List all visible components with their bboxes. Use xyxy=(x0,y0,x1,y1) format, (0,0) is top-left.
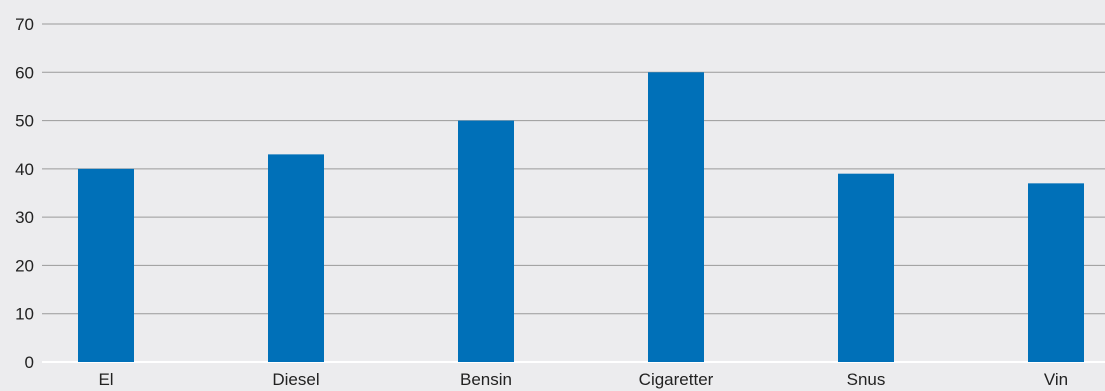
y-tick-label: 20 xyxy=(15,256,34,275)
y-tick-label: 50 xyxy=(15,112,34,131)
y-tick-label: 70 xyxy=(15,15,34,34)
bar-cigaretter xyxy=(648,72,704,363)
bar-bensin xyxy=(458,120,514,362)
x-category-label: Diesel xyxy=(272,370,319,389)
x-category-label: Snus xyxy=(847,370,886,389)
y-tick-label: 40 xyxy=(15,160,34,179)
bar-snus xyxy=(838,173,894,362)
x-category-label: Bensin xyxy=(460,370,512,389)
bars xyxy=(78,72,1084,363)
y-tick-label: 30 xyxy=(15,208,34,227)
x-axis-category-labels: El Diesel Bensin Cigaretter Snus Vin xyxy=(98,370,1068,389)
x-category-label: El xyxy=(98,370,113,389)
bar-vin xyxy=(1028,183,1084,362)
bar-diesel xyxy=(268,154,324,362)
x-category-label: Vin xyxy=(1044,370,1068,389)
gridlines xyxy=(42,23,1105,363)
y-axis-tick-labels: 0 10 20 30 40 50 60 70 xyxy=(15,15,34,372)
y-tick-label: 60 xyxy=(15,63,34,82)
x-category-label: Cigaretter xyxy=(639,370,714,389)
y-tick-label: 10 xyxy=(15,305,34,324)
bar-el xyxy=(78,168,134,362)
y-tick-label: 0 xyxy=(25,353,34,372)
